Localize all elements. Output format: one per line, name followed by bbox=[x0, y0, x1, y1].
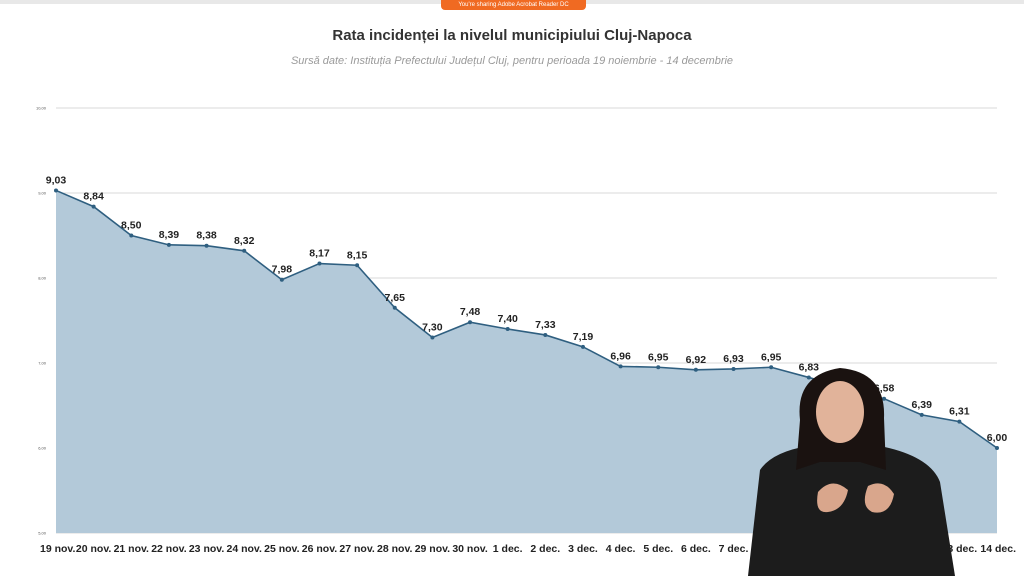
y-tick-label: 7,00 bbox=[38, 361, 47, 366]
data-label: 8,15 bbox=[347, 249, 368, 261]
data-label: 8,39 bbox=[159, 229, 180, 241]
data-label: 7,40 bbox=[497, 313, 518, 325]
data-point bbox=[769, 365, 774, 370]
data-labels: 9,03 8,84 8,50 8,39 8,38 8,32 7,98 8,17 8,15 7,65… bbox=[46, 174, 1008, 444]
data-label: 7,19 bbox=[573, 331, 594, 343]
data-point bbox=[806, 375, 811, 380]
x-tick-label: 26 nov. bbox=[302, 543, 337, 555]
data-point bbox=[731, 366, 736, 371]
x-tick-label: 24 nov. bbox=[226, 543, 261, 555]
interpreter-hands bbox=[817, 483, 894, 513]
data-point bbox=[618, 364, 623, 369]
data-label: 6,83 bbox=[799, 361, 820, 373]
x-tick-label: 19 nov. bbox=[40, 543, 75, 555]
data-point bbox=[129, 233, 134, 238]
data-label: 6,92 bbox=[686, 354, 707, 366]
data-label: 7,48 bbox=[460, 306, 481, 318]
data-label: 6,95 bbox=[761, 351, 782, 363]
x-tick-label: 25 nov. bbox=[264, 543, 299, 555]
data-point bbox=[166, 242, 171, 247]
y-axis-ticks: 10,00 9,00 8,00 7,00 6,00 5,00 bbox=[36, 106, 47, 536]
data-label: 6,95 bbox=[648, 351, 669, 363]
x-tick-label: 20 nov. bbox=[76, 543, 111, 555]
x-tick-label: 2 dec. bbox=[530, 543, 560, 555]
data-point bbox=[430, 335, 435, 340]
data-label: 9,03 bbox=[46, 174, 67, 186]
data-point bbox=[54, 188, 58, 193]
data-label: 6,93 bbox=[723, 353, 744, 365]
data-point bbox=[656, 365, 661, 370]
data-point bbox=[882, 396, 887, 401]
data-point bbox=[995, 446, 999, 450]
data-label: 7,98 bbox=[272, 264, 293, 276]
y-tick-label: 9,00 bbox=[38, 191, 47, 196]
data-point bbox=[242, 248, 247, 253]
data-label: 8,32 bbox=[234, 235, 255, 247]
data-label: 7,33 bbox=[535, 319, 556, 331]
x-tick-label: 3 dec. bbox=[568, 543, 598, 555]
interpreter-face bbox=[816, 381, 864, 443]
data-point bbox=[279, 277, 284, 282]
x-tick-label: 28 nov. bbox=[377, 543, 412, 555]
data-label: 6,00 bbox=[987, 432, 1008, 444]
x-tick-label: 4 dec. bbox=[606, 543, 636, 555]
data-point bbox=[505, 327, 510, 331]
x-tick-label: 21 nov. bbox=[114, 543, 149, 555]
data-point bbox=[693, 367, 698, 372]
interpreter-video-overlay bbox=[748, 368, 955, 576]
data-label: 6,39 bbox=[912, 399, 933, 411]
y-tick-label: 6,00 bbox=[38, 446, 47, 451]
data-point bbox=[204, 243, 209, 248]
data-point bbox=[91, 204, 96, 209]
y-tick-label: 8,00 bbox=[38, 276, 47, 281]
y-tick-label: 10,00 bbox=[36, 106, 47, 111]
data-point bbox=[919, 412, 924, 417]
data-point bbox=[580, 344, 585, 349]
data-point bbox=[468, 320, 473, 325]
data-label: 8,50 bbox=[121, 220, 142, 232]
x-tick-label: 27 nov. bbox=[339, 543, 374, 555]
data-label: 8,17 bbox=[309, 248, 330, 260]
data-point bbox=[317, 261, 322, 266]
x-tick-label: 23 nov. bbox=[189, 543, 224, 555]
data-label: 8,38 bbox=[196, 230, 217, 242]
interpreter-torso bbox=[748, 446, 955, 576]
x-tick-label: 6 dec. bbox=[681, 543, 711, 555]
data-label: 7,30 bbox=[422, 322, 443, 334]
x-tick-label: 5 dec. bbox=[643, 543, 673, 555]
data-label: 6,96 bbox=[610, 350, 631, 362]
data-label: 7,65 bbox=[385, 292, 406, 304]
x-tick-label: 7 dec. bbox=[719, 543, 749, 555]
x-tick-label: 14 dec. bbox=[980, 543, 1016, 555]
x-tick-label: 22 nov. bbox=[151, 543, 186, 555]
x-tick-label: 29 nov. bbox=[415, 543, 450, 555]
chart-title: Rata incidenței la nivelul municipiului … bbox=[332, 27, 692, 44]
screen-share-banner[interactable]: You're sharing Adobe Acrobat Reader DC bbox=[441, 0, 586, 10]
x-tick-label: 1 dec. bbox=[493, 543, 523, 555]
data-point bbox=[957, 419, 962, 424]
chart-subtitle: Sursă date: Instituția Prefectului Județ… bbox=[290, 55, 734, 67]
data-point bbox=[392, 305, 397, 310]
data-label: 8,84 bbox=[83, 191, 104, 203]
data-point bbox=[355, 263, 360, 268]
data-label: 6,31 bbox=[949, 406, 970, 418]
y-tick-label: 5,00 bbox=[38, 531, 47, 536]
x-tick-label: 30 nov. bbox=[452, 543, 487, 555]
data-point bbox=[543, 332, 548, 337]
